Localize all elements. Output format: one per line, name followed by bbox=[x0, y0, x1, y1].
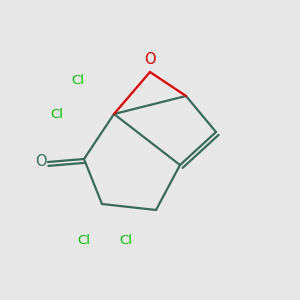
Text: Cl: Cl bbox=[71, 74, 85, 88]
Text: Cl: Cl bbox=[50, 107, 64, 121]
Text: Cl: Cl bbox=[119, 233, 133, 247]
Text: Cl: Cl bbox=[77, 233, 91, 247]
Text: O: O bbox=[35, 154, 46, 169]
Text: O: O bbox=[144, 52, 156, 68]
